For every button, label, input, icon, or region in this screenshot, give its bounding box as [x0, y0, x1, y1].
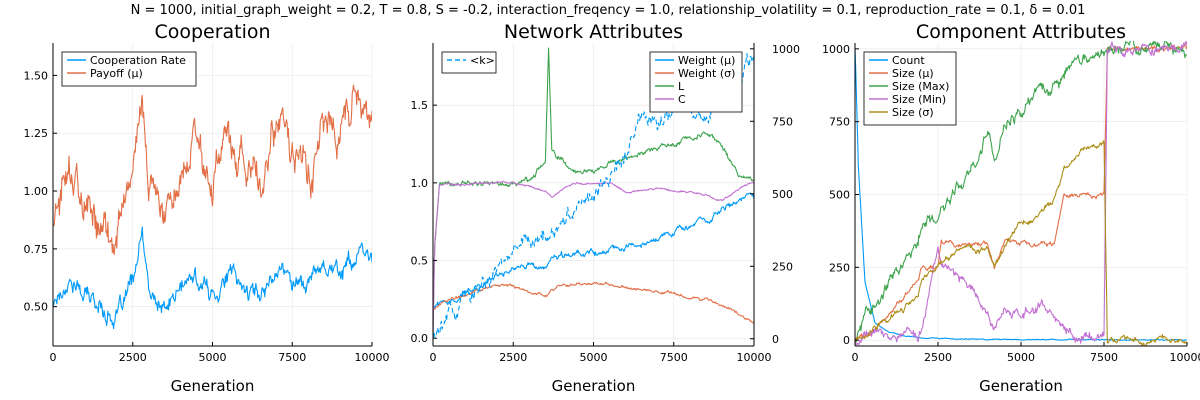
legend-box	[649, 51, 743, 113]
legend-label-size-min: Size (Min)	[892, 93, 946, 106]
y-tick-label: 1.50	[24, 69, 49, 82]
y-right-tick-label: 250	[772, 260, 793, 273]
y-tick-label: 1.00	[24, 185, 49, 198]
x-tick-label: 5000	[580, 351, 608, 364]
y-tick-label: 1.5	[411, 99, 429, 112]
legend-label-payoff: Payoff (μ)	[90, 67, 143, 80]
legend-label-weight: Weight (μ)	[678, 54, 735, 67]
legend-label-size-max: Size (Max)	[892, 80, 949, 93]
series-line-payoff	[53, 84, 372, 256]
x-tick-label: 0	[852, 351, 859, 364]
legend-label-weight: Weight (σ)	[678, 67, 735, 80]
legend-box	[863, 51, 957, 126]
x-axis-label: Generation	[979, 377, 1063, 395]
legend-label-size: Size (μ)	[892, 67, 934, 80]
x-tick-label: 10000	[355, 351, 390, 364]
y-tick-label: 1000	[822, 43, 850, 56]
series-line-c	[433, 180, 754, 339]
legend-box	[441, 51, 497, 74]
x-tick-label: 10000	[1170, 351, 1200, 364]
y-right-tick-label: 0	[772, 333, 779, 346]
y-tick-label: 0.0	[411, 332, 429, 345]
legend-label-k: <k>	[470, 54, 495, 67]
y-tick-label: 1.0	[411, 177, 429, 190]
legend-label-size: Size (σ)	[892, 106, 934, 119]
x-tick-label: 2500	[924, 351, 952, 364]
series-group	[53, 84, 372, 330]
y-tick-label: 250	[829, 261, 850, 274]
panel-title: Cooperation	[154, 21, 270, 43]
x-tick-label: 2500	[499, 351, 527, 364]
y-tick-label: 0.75	[24, 243, 49, 256]
legend-box	[61, 51, 197, 87]
y-tick-label: 500	[829, 189, 850, 202]
figure-suptitle: N = 1000, initial_graph_weight = 0.2, T …	[131, 3, 1086, 18]
series-line-size-min	[855, 41, 1187, 346]
panel-title: Network Attributes	[504, 21, 683, 43]
legend-left-axis: Weight (μ)Weight (σ)LC	[649, 51, 743, 113]
component-attributes-panel: 0 2500 5000 7500 10000 0 250 500 750 1000 Componen…	[822, 21, 1200, 395]
y-right-tick-label: 1000	[772, 43, 800, 56]
x-tick-label: 10000	[737, 351, 772, 364]
series-line-k	[433, 53, 754, 340]
x-axis-label: Generation	[552, 377, 636, 395]
x-tick-label: 0	[430, 351, 437, 364]
x-tick-label: 5000	[1007, 351, 1035, 364]
x-tick-label: 7500	[278, 351, 306, 364]
y-tick-label: 750	[829, 116, 850, 129]
legend-right-axis: <k>	[441, 51, 497, 74]
network-attributes-panel: 0 2500 5000 7500 10000 0.0 0.5 1.0 1.5 0 250 500 750…	[411, 21, 801, 395]
x-tick-label: 7500	[1090, 351, 1118, 364]
x-tick-label: 0	[50, 351, 57, 364]
x-tick-label: 7500	[660, 351, 688, 364]
legend-label-l: L	[678, 80, 685, 93]
x-tick-label: 5000	[199, 351, 227, 364]
series-group	[855, 41, 1187, 346]
series-line-size	[855, 44, 1187, 342]
y-tick-label: 0.5	[411, 255, 429, 268]
x-axis-label: Generation	[171, 377, 255, 395]
y-tick-label: 0	[843, 334, 850, 347]
panel-title: Component Attributes	[916, 21, 1126, 43]
y-right-tick-label: 750	[772, 115, 793, 128]
y-right-tick-label: 500	[772, 188, 793, 201]
x-tick-label: 2500	[119, 351, 147, 364]
cooperation-panel: 0 2500 5000 7500 10000 0.50 0.75 1.00 1.25 1.50 Co…	[24, 21, 390, 395]
series-line-cooperation-rate	[53, 226, 372, 330]
legend-label-cooperation-rate: Cooperation Rate	[90, 54, 186, 67]
y-tick-label: 1.25	[24, 127, 49, 140]
series-line-weight	[433, 281, 754, 324]
series-group	[433, 47, 754, 340]
legend-label-c: C	[678, 93, 686, 106]
legend-label-count: Count	[892, 54, 925, 67]
series-line-size	[855, 140, 1187, 346]
y-tick-label: 0.50	[24, 301, 49, 314]
series-line-size-max	[855, 41, 1187, 343]
